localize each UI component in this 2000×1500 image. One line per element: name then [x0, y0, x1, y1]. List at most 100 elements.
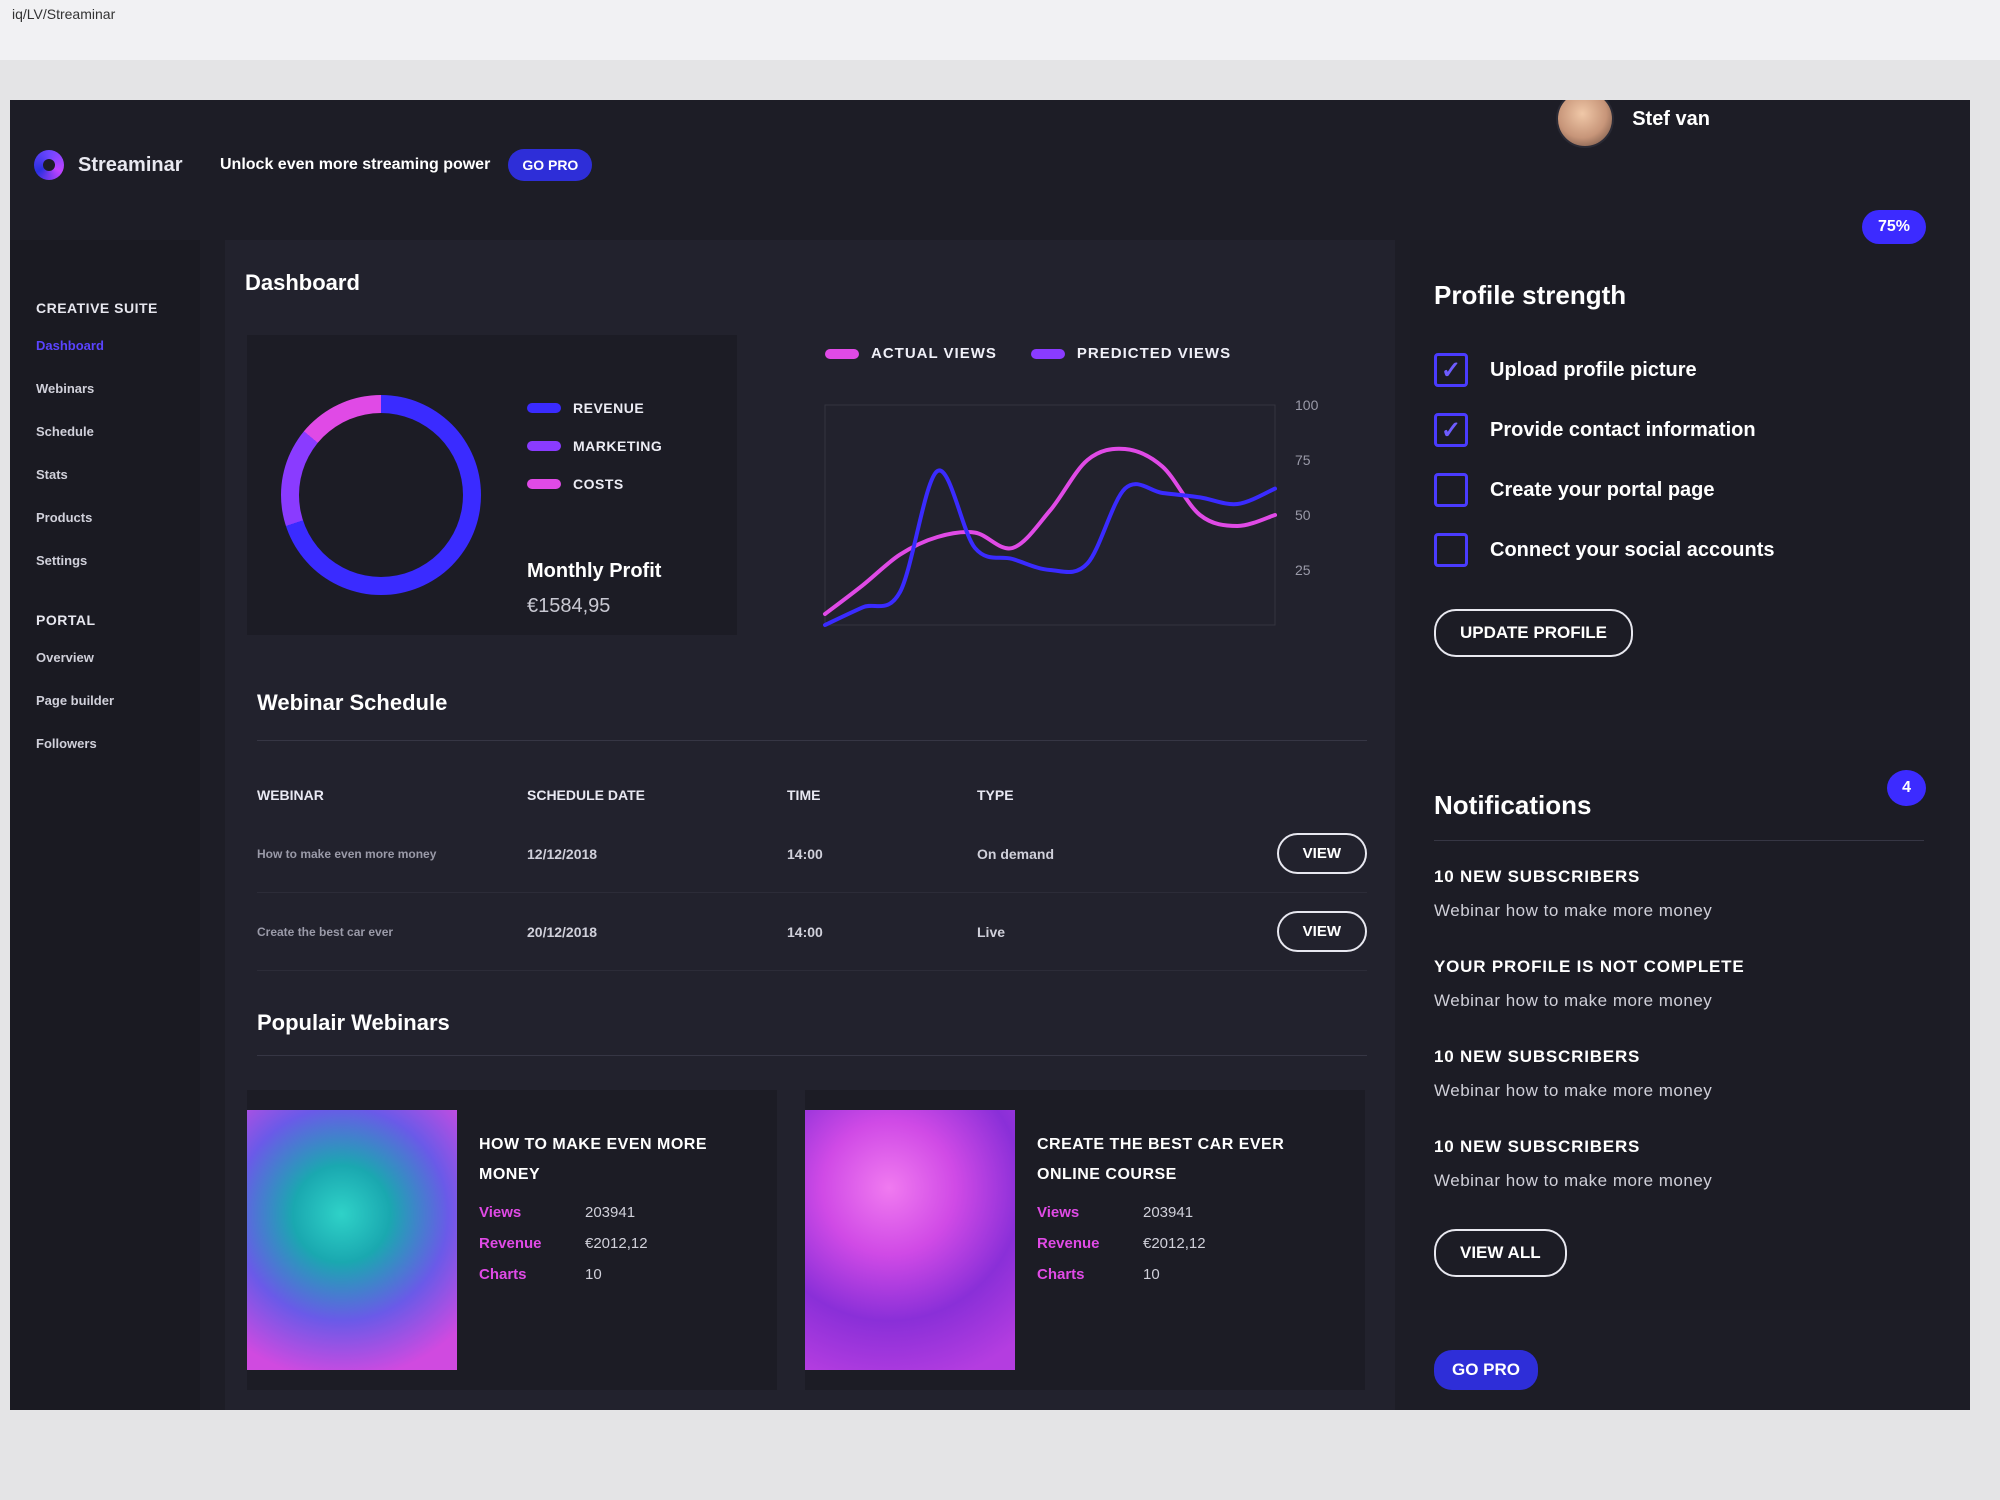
legend-item-actual-views: ACTUAL VIEWS [825, 345, 997, 362]
stat-label: Revenue [1037, 1235, 1100, 1252]
checklist-item-upload-picture[interactable]: ✓ Upload profile picture [1434, 353, 1926, 387]
notification-item[interactable]: YOUR PROFILE IS NOT COMPLETE Webinar how… [1434, 957, 1926, 1011]
legend-label-revenue: REVENUE [573, 400, 645, 416]
checklist-label: Provide contact information [1490, 418, 1756, 441]
cell-webinar: Create the best car ever [257, 924, 394, 939]
webinar-thumbnail-image[interactable] [247, 1110, 457, 1370]
webinar-thumbnail-image[interactable] [805, 1110, 1015, 1370]
monthly-profit-value: €1584,95 [527, 595, 611, 617]
stat-label: Charts [1037, 1266, 1085, 1283]
legend-label-costs: COSTS [573, 476, 624, 492]
stat-label: Views [1037, 1204, 1080, 1221]
brand-name: Streaminar [78, 153, 183, 176]
line-chart-svg: 100 75 50 25 [823, 397, 1319, 627]
sidebar-item-schedule[interactable]: Schedule [36, 424, 94, 439]
series-line-actual-views [823, 446, 1277, 616]
stat-views: Views 203941 [479, 1204, 729, 1221]
webinar-schedule-table: WEBINAR SCHEDULE DATE TIME TYPE How to m… [257, 775, 1367, 971]
notification-subtitle: Webinar how to make more money [1434, 1081, 1713, 1100]
stat-charts: Charts 10 [1037, 1266, 1287, 1283]
notifications-divider [1434, 840, 1924, 841]
cell-date: 20/12/2018 [527, 923, 598, 940]
page-title: Dashboard [245, 270, 360, 295]
checkbox-unchecked-icon[interactable] [1434, 533, 1468, 567]
webinar-info: CREATE THE BEST CAR EVER ONLINE COURSE V… [1015, 1090, 1287, 1390]
table-row: How to make even more money 12/12/2018 1… [257, 815, 1367, 893]
stat-value: €2012,12 [585, 1235, 648, 1252]
cell-action: VIEW [1237, 833, 1367, 874]
sidebar-item-dashboard[interactable]: Dashboard [36, 338, 104, 353]
views-line-chart: ACTUAL VIEWS PREDICTED VIEWS 100 75 50 25 [785, 335, 1345, 645]
column-header-type: TYPE [977, 787, 1014, 803]
go-pro-bottom-button[interactable]: GO PRO [1434, 1350, 1539, 1390]
view-button[interactable]: VIEW [1276, 911, 1367, 952]
sidebar-item-webinars[interactable]: Webinars [36, 381, 95, 396]
notification-title: 10 NEW SUBSCRIBERS [1434, 1137, 1641, 1156]
stat-value: 203941 [1143, 1204, 1194, 1221]
profit-donut-chart [281, 395, 481, 595]
stat-value: 10 [1143, 1266, 1160, 1283]
monthly-profit: Monthly Profit €1584,95 [527, 560, 661, 618]
checkbox-unchecked-icon[interactable] [1434, 473, 1468, 507]
y-tick-label: 50 [1295, 507, 1311, 523]
chart-legend: ACTUAL VIEWS PREDICTED VIEWS [825, 345, 1231, 362]
checklist-label: Connect your social accounts [1490, 538, 1775, 561]
y-tick-label: 75 [1295, 452, 1311, 468]
update-profile-button[interactable]: UPDATE PROFILE [1434, 609, 1634, 657]
monthly-profit-label: Monthly Profit [527, 560, 662, 582]
view-button[interactable]: VIEW [1276, 833, 1367, 874]
cell-time: 14:00 [787, 923, 823, 940]
cell-action: VIEW [1237, 911, 1367, 952]
schedule-divider [257, 740, 1367, 741]
legend-swatch-marketing [527, 441, 561, 451]
app-window: Streaminar Unlock even more streaming po… [10, 100, 1970, 1410]
column-header-webinar: WEBINAR [257, 787, 324, 803]
checkbox-checked-icon[interactable]: ✓ [1434, 353, 1468, 387]
cell-webinar: How to make even more money [257, 846, 437, 861]
checklist-item-contact-info[interactable]: ✓ Provide contact information [1434, 413, 1926, 447]
sidebar-section-creative-suite: CREATIVE SUITE [36, 300, 158, 316]
sidebar-item-followers[interactable]: Followers [36, 736, 97, 751]
profile-strength-panel: 75% Profile strength ✓ Upload profile pi… [1410, 210, 1950, 710]
stat-value: €2012,12 [1143, 1235, 1206, 1252]
checkbox-checked-icon[interactable]: ✓ [1434, 413, 1468, 447]
checklist-label: Create your portal page [1490, 478, 1715, 501]
avatar[interactable] [1556, 100, 1615, 148]
profile-strength-title: Profile strength [1434, 280, 1627, 310]
sidebar-item-stats[interactable]: Stats [36, 467, 68, 482]
notifications-count-badge: 4 [1887, 770, 1926, 806]
streaminar-logo-icon [34, 150, 64, 180]
browser-url-bar[interactable]: iq/LV/Streaminar [0, 0, 2000, 60]
notification-item[interactable]: 10 NEW SUBSCRIBERS Webinar how to make m… [1434, 1137, 1926, 1191]
legend-item-costs: COSTS [527, 476, 662, 492]
column-header-time: TIME [787, 787, 821, 803]
checklist-item-social-accounts[interactable]: Connect your social accounts [1434, 533, 1926, 567]
stat-label: Charts [479, 1266, 527, 1283]
sidebar-item-page-builder[interactable]: Page builder [36, 693, 115, 708]
brand[interactable]: Streaminar [10, 150, 200, 180]
stat-value: 203941 [585, 1204, 636, 1221]
notifications-title: Notifications [1434, 790, 1592, 820]
popular-webinar-card[interactable]: HOW TO MAKE EVEN MORE MONEY Views 203941… [247, 1090, 777, 1390]
sidebar-item-settings[interactable]: Settings [36, 553, 88, 568]
cell-type: Live [977, 923, 1006, 940]
go-pro-button[interactable]: GO PRO [508, 149, 593, 181]
sidebar-item-overview[interactable]: Overview [36, 650, 94, 665]
stat-revenue: Revenue €2012,12 [1037, 1235, 1287, 1252]
sidebar-item-products[interactable]: Products [36, 510, 93, 525]
popular-webinar-card[interactable]: CREATE THE BEST CAR EVER ONLINE COURSE V… [805, 1090, 1365, 1390]
table-header: WEBINAR SCHEDULE DATE TIME TYPE [257, 775, 1367, 815]
checklist-item-portal-page[interactable]: Create your portal page [1434, 473, 1926, 507]
stat-value: 10 [585, 1266, 602, 1283]
sidebar: CREATIVE SUITE Dashboard Webinars Schedu… [10, 240, 200, 1410]
user-menu[interactable]: Stef van [1556, 100, 1710, 148]
legend-label-predicted-views: PREDICTED VIEWS [1076, 345, 1232, 362]
view-all-button[interactable]: VIEW ALL [1434, 1229, 1567, 1277]
notification-item[interactable]: 10 NEW SUBSCRIBERS Webinar how to make m… [1434, 1047, 1926, 1101]
notification-item[interactable]: 10 NEW SUBSCRIBERS Webinar how to make m… [1434, 867, 1926, 921]
legend-label-actual-views: ACTUAL VIEWS [871, 345, 997, 362]
notification-subtitle: Webinar how to make more money [1434, 1171, 1713, 1190]
cell-time: 14:00 [787, 845, 823, 862]
legend-swatch-actual [825, 348, 859, 359]
notification-title: YOUR PROFILE IS NOT COMPLETE [1434, 957, 1745, 976]
